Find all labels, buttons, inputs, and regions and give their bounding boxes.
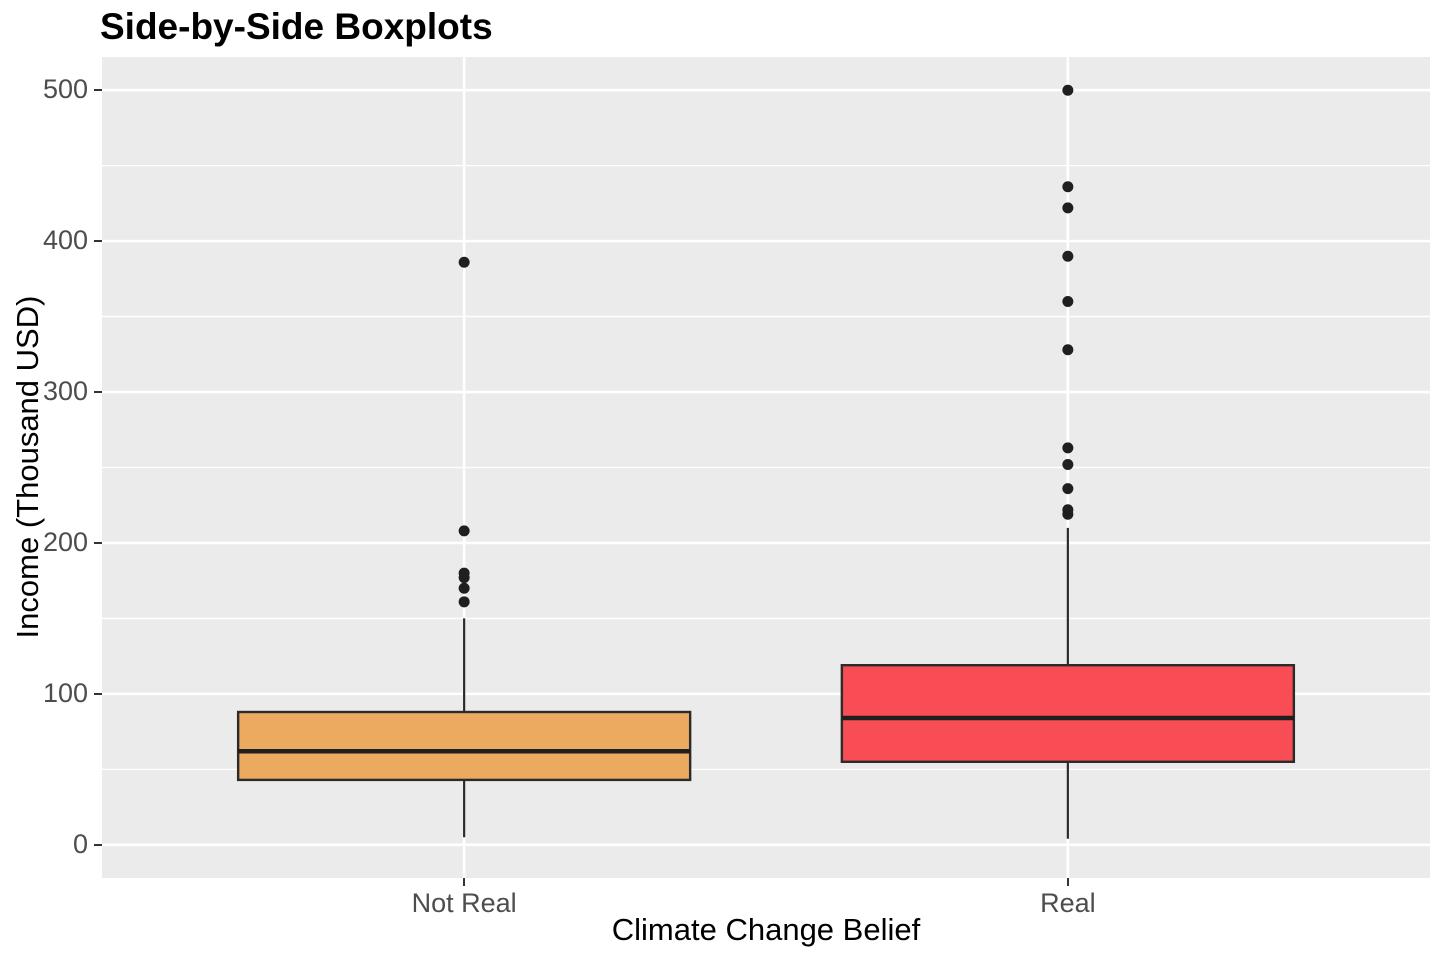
outlier-point-real [1062, 84, 1074, 96]
outlier-point-real [1062, 442, 1074, 454]
x-tick-label: Not Real [411, 888, 517, 918]
y-tick-mark [94, 89, 102, 92]
y-tick-label: 400 [42, 225, 88, 256]
outlier-point-real [1062, 504, 1074, 516]
outlier-point-real [1062, 181, 1074, 193]
y-axis-title: Income (Thousand USD) [10, 295, 45, 639]
outlier-point-real [1062, 250, 1074, 262]
box-real [840, 664, 1296, 763]
x-tick-label: Real [1040, 888, 1096, 918]
outlier-point-not-real [458, 582, 470, 594]
x-axis-title: Climate Change Belief [611, 912, 921, 947]
plot-panel [102, 57, 1430, 878]
chart-title: Side-by-Side Boxplots [100, 6, 493, 47]
outlier-point-not-real [458, 596, 470, 608]
outlier-point-not-real [458, 567, 470, 579]
outlier-point-real [1062, 483, 1074, 495]
outlier-point-not-real [458, 525, 470, 537]
y-tick-label: 500 [42, 74, 88, 105]
outlier-point-real [1062, 344, 1074, 356]
outlier-point-real [1062, 295, 1074, 307]
plot-canvas [102, 57, 1430, 878]
outlier-point-not-real [458, 256, 470, 268]
outlier-point-real [1062, 458, 1074, 470]
y-tick-mark [94, 240, 102, 243]
y-tick-mark [94, 541, 102, 544]
x-tick-mark [1066, 878, 1069, 886]
outlier-point-real [1062, 202, 1074, 214]
box-not-real [236, 710, 692, 782]
x-tick-mark [463, 878, 466, 886]
y-tick-label: 0 [72, 828, 88, 859]
y-tick-label: 300 [42, 376, 88, 407]
y-tick-mark [94, 391, 102, 394]
y-tick-mark [94, 692, 102, 695]
y-tick-label: 200 [42, 526, 88, 557]
y-tick-mark [94, 843, 102, 846]
y-tick-label: 100 [42, 677, 88, 708]
